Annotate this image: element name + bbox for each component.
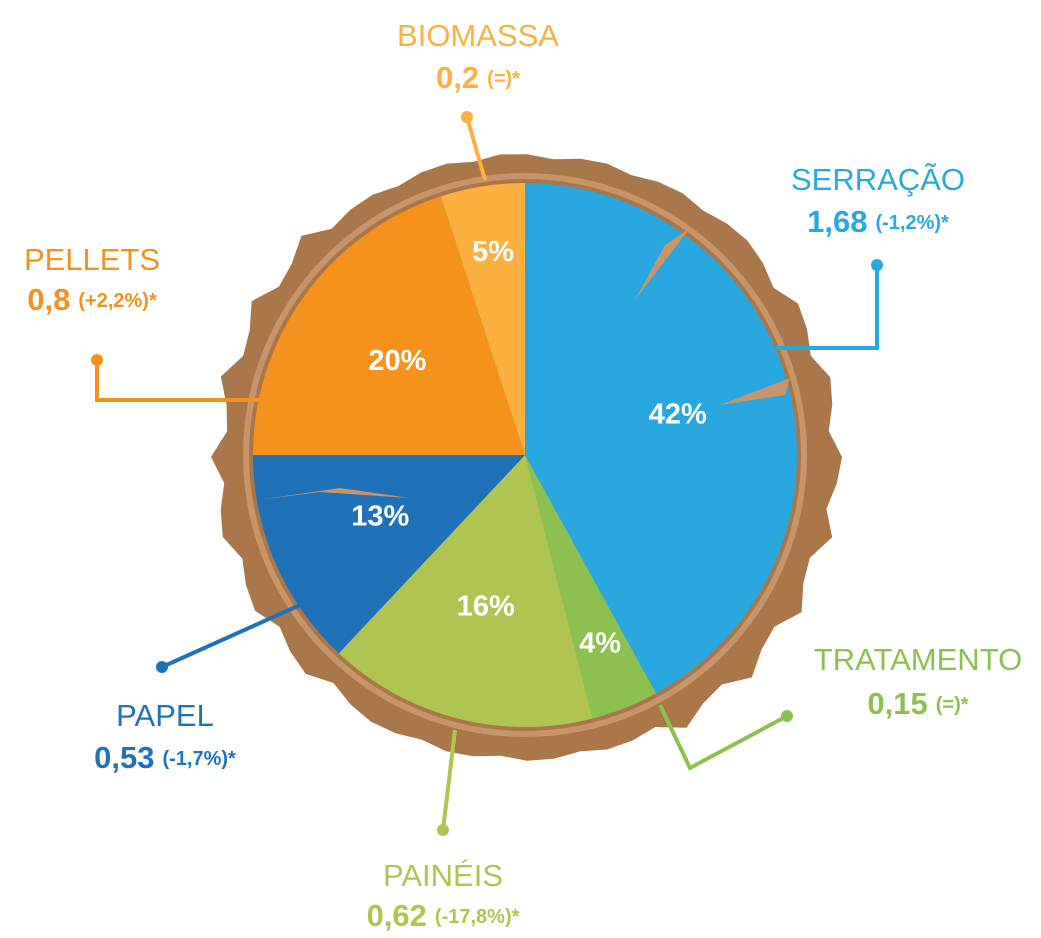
- amount-label: 1,68: [807, 204, 867, 239]
- chart: 42% 4% 16% 13% 20% 5% SERRAÇÃO 1,68 (-1,2%)* TRA…: [0, 0, 1041, 938]
- leader-line: [162, 605, 300, 667]
- slice-percent-label: 42%: [649, 398, 707, 430]
- category-label: PAINÉIS: [383, 858, 503, 893]
- change-label: (=)*: [936, 694, 969, 716]
- amount-line: 0,8 (+2,2%)*: [27, 282, 157, 317]
- slice-percent-label: 13%: [351, 500, 409, 532]
- category-label: PAPEL: [116, 698, 214, 733]
- amount-line: 0,62 (-17,8%)*: [367, 898, 520, 933]
- slice-percent-label: 5%: [472, 236, 514, 268]
- amount-label: 0,15: [867, 686, 927, 721]
- change-label: (+2,2%)*: [78, 290, 157, 312]
- change-label: (-1,7%)*: [162, 748, 236, 770]
- amount-line: 0,2 (=)*: [436, 60, 520, 95]
- category-label: SERRAÇÃO: [791, 162, 965, 197]
- category-label: TRATAMENTO: [814, 642, 1022, 677]
- leader-dot: [91, 354, 103, 366]
- leader-dot: [461, 111, 473, 123]
- change-label: (-1,2%)*: [875, 212, 949, 234]
- change-label: (=)*: [487, 68, 520, 90]
- amount-label: 0,8: [27, 282, 70, 317]
- category-label: BIOMASSA: [397, 18, 559, 53]
- amount-label: 0,53: [94, 740, 154, 775]
- amount-line: 0,53 (-1,7%)*: [94, 740, 236, 775]
- amount-label: 0,2: [436, 60, 479, 95]
- slice-percent-label: 20%: [368, 345, 426, 377]
- amount-line: 1,68 (-1,2%)*: [807, 204, 949, 239]
- leader-dot: [156, 661, 168, 673]
- leader-dot: [437, 824, 449, 836]
- category-label: PELLETS: [24, 242, 160, 277]
- amount-label: 0,62: [367, 898, 427, 933]
- slice-percent-label: 16%: [457, 590, 515, 622]
- change-label: (-17,8%)*: [435, 906, 520, 928]
- amount-line: 0,15 (=)*: [867, 686, 968, 721]
- slice-percent-label: 4%: [579, 627, 621, 659]
- leader-dot: [871, 259, 883, 271]
- leader-dot: [781, 710, 793, 722]
- pie: 42% 4% 16% 13% 20% 5%: [253, 183, 797, 727]
